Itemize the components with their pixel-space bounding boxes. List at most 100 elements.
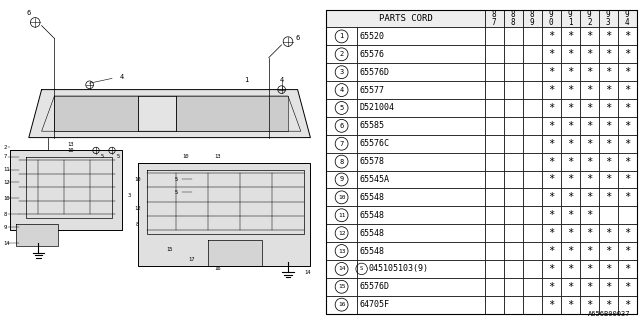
- Bar: [542, 117, 561, 135]
- Text: *: *: [605, 103, 611, 113]
- Bar: [485, 153, 504, 171]
- Bar: [542, 10, 561, 28]
- Bar: [580, 206, 599, 224]
- Text: 7: 7: [492, 18, 497, 27]
- Text: *: *: [548, 139, 554, 149]
- Bar: [618, 242, 637, 260]
- Bar: [523, 278, 542, 296]
- Text: *: *: [624, 156, 630, 167]
- Text: *: *: [567, 264, 573, 274]
- Bar: [504, 81, 523, 99]
- Text: 9: 9: [568, 10, 573, 19]
- Bar: [580, 188, 599, 206]
- Bar: [504, 99, 523, 117]
- Text: *: *: [567, 282, 573, 292]
- Bar: [504, 63, 523, 81]
- Text: 1: 1: [339, 33, 344, 39]
- Text: *: *: [586, 246, 593, 256]
- Text: 10: 10: [3, 196, 10, 201]
- Text: 5: 5: [100, 154, 104, 159]
- Text: 1: 1: [244, 77, 248, 83]
- Text: 5: 5: [174, 177, 178, 182]
- Bar: [618, 153, 637, 171]
- Bar: [523, 242, 542, 260]
- Text: 3: 3: [606, 18, 611, 27]
- Bar: [599, 206, 618, 224]
- Text: 13: 13: [67, 141, 74, 147]
- Text: 65548: 65548: [360, 211, 385, 220]
- Bar: [523, 63, 542, 81]
- Bar: [326, 260, 357, 278]
- Bar: [580, 99, 599, 117]
- Bar: [485, 117, 504, 135]
- Bar: [542, 296, 561, 314]
- Text: 12: 12: [3, 180, 10, 185]
- Text: *: *: [605, 156, 611, 167]
- Bar: [523, 135, 542, 153]
- Text: 9: 9: [606, 10, 611, 19]
- Bar: [523, 117, 542, 135]
- Bar: [580, 278, 599, 296]
- Bar: [561, 153, 580, 171]
- Bar: [599, 117, 618, 135]
- Text: *: *: [567, 156, 573, 167]
- Bar: [618, 117, 637, 135]
- Bar: [542, 99, 561, 117]
- Bar: [580, 224, 599, 242]
- Text: *: *: [605, 174, 611, 185]
- Text: *: *: [567, 49, 573, 59]
- Bar: [357, 188, 485, 206]
- Text: 65578: 65578: [360, 157, 385, 166]
- Text: 8: 8: [511, 10, 516, 19]
- Bar: [561, 242, 580, 260]
- Text: *: *: [567, 228, 573, 238]
- Text: D521004: D521004: [360, 103, 395, 112]
- Bar: [504, 242, 523, 260]
- Text: 1: 1: [568, 18, 573, 27]
- Text: *: *: [624, 174, 630, 185]
- Text: 15: 15: [338, 284, 346, 289]
- Bar: [523, 224, 542, 242]
- Text: *: *: [548, 210, 554, 220]
- Text: *: *: [624, 49, 630, 59]
- Bar: [326, 206, 357, 224]
- Text: *: *: [567, 246, 573, 256]
- Bar: [599, 28, 618, 45]
- Text: 9: 9: [530, 18, 534, 27]
- Text: 16: 16: [338, 302, 346, 307]
- Text: 13: 13: [214, 154, 221, 159]
- Bar: [561, 224, 580, 242]
- Text: *: *: [586, 192, 593, 202]
- Bar: [326, 28, 357, 45]
- Text: *: *: [548, 31, 554, 41]
- Bar: [599, 224, 618, 242]
- Text: *: *: [567, 85, 573, 95]
- Text: 8: 8: [530, 10, 534, 19]
- Bar: [326, 99, 357, 117]
- Bar: [542, 278, 561, 296]
- Text: 17: 17: [189, 257, 195, 262]
- Text: *: *: [605, 139, 611, 149]
- Bar: [580, 63, 599, 81]
- Text: *: *: [605, 264, 611, 274]
- Bar: [561, 135, 580, 153]
- Text: *: *: [567, 174, 573, 185]
- Bar: [618, 81, 637, 99]
- Text: 9: 9: [587, 10, 591, 19]
- Bar: [599, 63, 618, 81]
- Bar: [523, 206, 542, 224]
- Bar: [618, 188, 637, 206]
- Bar: [561, 117, 580, 135]
- Bar: [580, 117, 599, 135]
- Bar: [326, 224, 357, 242]
- Bar: [326, 153, 357, 171]
- Bar: [326, 10, 485, 28]
- Text: 65545A: 65545A: [360, 175, 390, 184]
- Text: 10: 10: [67, 148, 74, 153]
- Bar: [580, 153, 599, 171]
- Text: 65548: 65548: [360, 228, 385, 238]
- Bar: [618, 224, 637, 242]
- Bar: [561, 63, 580, 81]
- Text: *: *: [548, 103, 554, 113]
- Bar: [580, 242, 599, 260]
